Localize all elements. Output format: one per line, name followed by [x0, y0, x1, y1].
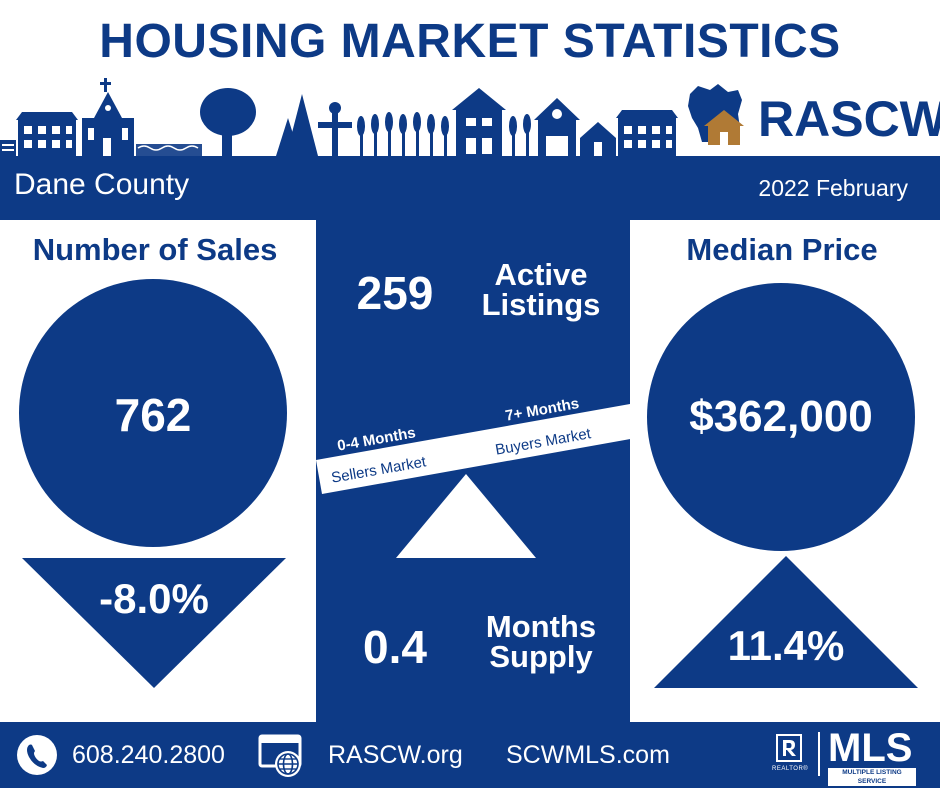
price-circle: [647, 283, 915, 551]
sales-change: -8.0%: [99, 575, 209, 622]
sales-value: 762: [114, 389, 192, 441]
price-change: 11.4%: [727, 622, 845, 669]
phone-icon: [17, 735, 57, 775]
market-seesaw: [316, 404, 636, 558]
scarecrow-icon: [332, 112, 338, 156]
supply-label-line2: Supply: [489, 639, 593, 674]
brand-logo: RASCW: [758, 91, 940, 147]
tree-icon: [200, 88, 256, 136]
seesaw-fulcrum: [396, 474, 536, 558]
mls-logo: MLS: [828, 726, 913, 770]
listings-value: 259: [356, 267, 434, 319]
phone-number[interactable]: 608.240.2800: [72, 741, 225, 769]
listings-label-line2: Listings: [481, 287, 601, 322]
wisconsin-map-icon: [688, 84, 744, 145]
barn-icon: [456, 108, 502, 156]
globe-icon: [258, 734, 302, 777]
supply-value: 0.4: [363, 621, 427, 673]
price-up-triangle-icon: [654, 556, 918, 688]
page-title: HOUSING MARKET STATISTICS: [99, 15, 841, 68]
sales-heading: Number of Sales: [32, 232, 278, 267]
supply-label-line1: Months: [485, 609, 597, 644]
skyline-illustration: [0, 78, 678, 156]
realtor-logo-icon: [776, 734, 802, 762]
house-icon: [580, 122, 616, 156]
wheat-icon-2: [509, 114, 531, 156]
rowhouse-icon: [18, 120, 76, 156]
seesaw-beam: [316, 404, 636, 494]
listings-label-line1: Active: [494, 257, 588, 292]
price-heading: Median Price: [686, 232, 878, 267]
logo-divider: [818, 732, 820, 776]
location-banner: [0, 156, 940, 220]
website-scwmls[interactable]: SCWMLS.com: [506, 741, 670, 769]
house-roof-icon: [704, 110, 744, 126]
mls-sub: MULTIPLE LISTING SERVICE: [828, 768, 916, 786]
report-period: 2022 February: [758, 175, 908, 201]
realtor-sub: REALTOR®: [772, 766, 809, 772]
rowhouse-icon-2: [618, 118, 676, 156]
wheat-icon: [357, 112, 449, 156]
website-rascw[interactable]: RASCW.org: [328, 741, 463, 769]
price-value: $362,000: [689, 392, 873, 441]
sales-down-triangle-icon: [22, 558, 286, 688]
county-label: Dane County: [14, 168, 190, 201]
water-icon: [136, 144, 202, 156]
sales-circle: [19, 279, 287, 547]
building-icon: [0, 140, 16, 156]
